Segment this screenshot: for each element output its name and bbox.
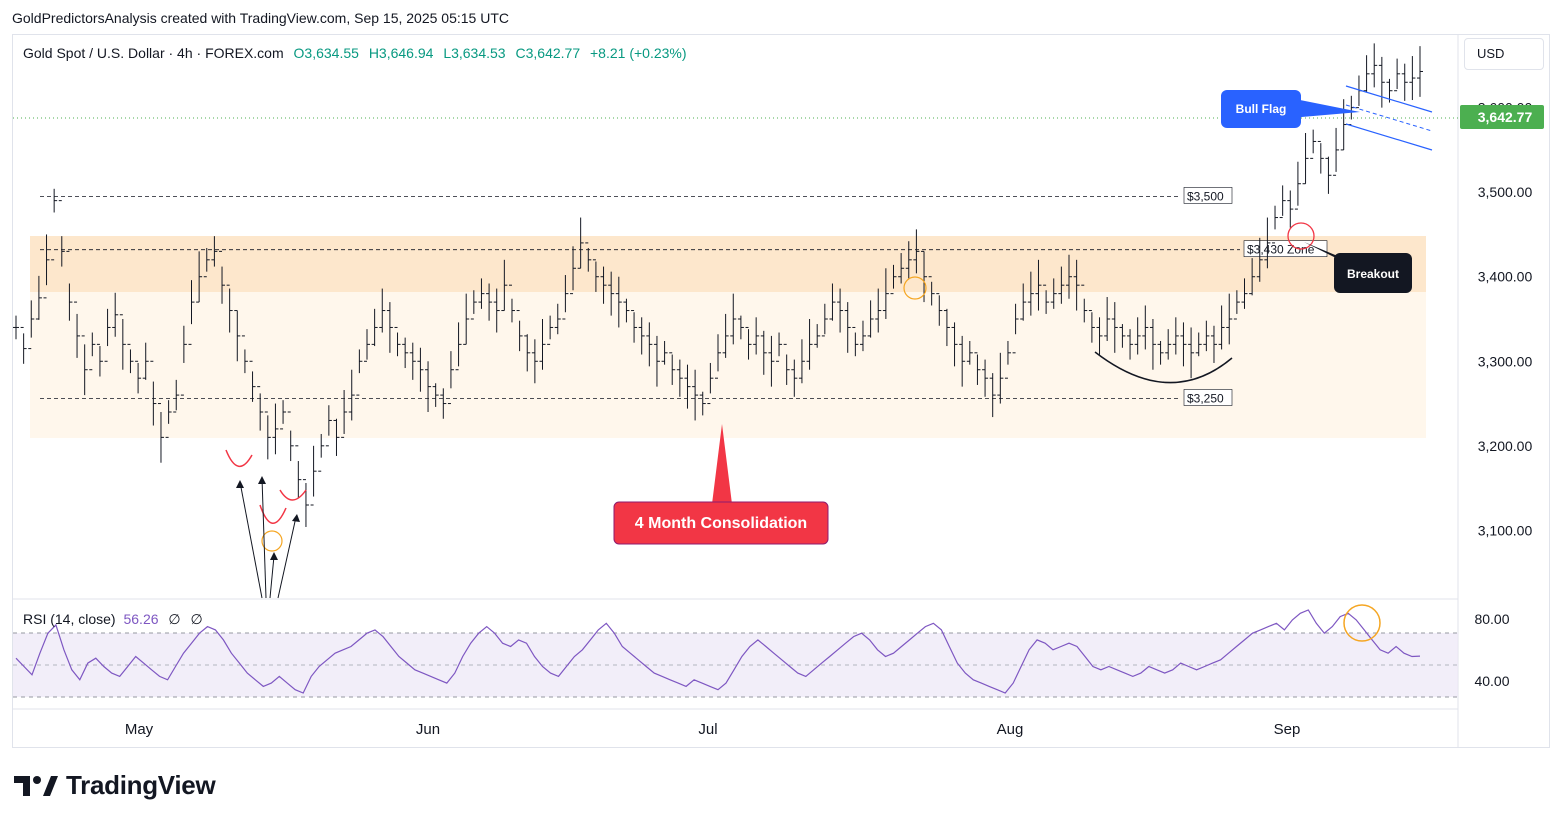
ohlc-low: L3,634.53 — [443, 45, 506, 61]
price-axis-label: 3,500.00 — [1478, 184, 1533, 200]
level-label-box — [1183, 187, 1233, 204]
breakout-callout-text: Breakout — [1347, 267, 1399, 281]
level-label: $3,430 Zone — [1247, 243, 1315, 257]
ohlc-open: O3,634.55 — [293, 45, 359, 61]
last-price-tag — [1460, 105, 1544, 129]
left-shoulder-curve — [225, 449, 253, 467]
price-axis-label: 3,300.00 — [1478, 353, 1533, 369]
right-shoulder-curve — [279, 489, 307, 501]
price-axis-label: 3,400.00 — [1478, 269, 1533, 285]
flag-mid-line — [1345, 104, 1433, 132]
price-axis-label: 3,200.00 — [1478, 438, 1533, 454]
rsi-axis-label: 80.00 — [1474, 611, 1509, 627]
rsi-label: RSI (14, close) — [23, 611, 116, 627]
currency-selector[interactable]: USD — [1464, 38, 1544, 70]
ohlc-high: H3,646.94 — [368, 45, 434, 61]
head-curve — [259, 504, 287, 524]
flag-lower-line — [1345, 123, 1433, 151]
bull-flag-callout — [1221, 90, 1301, 128]
price-axis-label: 3,100.00 — [1478, 522, 1533, 538]
rounded-bottom-curve — [1094, 351, 1233, 384]
level-label-box — [1243, 240, 1328, 257]
brand-name: TradingView — [66, 770, 216, 800]
rsi-extra-1: ∅ — [168, 611, 181, 627]
consolidation-callout — [613, 501, 829, 545]
rsi-line — [15, 609, 1421, 694]
symbol-name: Gold Spot / U.S. Dollar · 4h · FOREX.com — [23, 45, 284, 61]
level-label: $3,250 — [1187, 391, 1224, 405]
chart-caption: GoldPredictorsAnalysis created with Trad… — [12, 10, 509, 26]
chart-frame[interactable] — [12, 34, 1550, 748]
ohlc-close: C3,642.77 — [515, 45, 581, 61]
currency-label: USD — [1477, 46, 1505, 61]
consolidation-callout-pointer — [712, 424, 732, 504]
breakout-callout — [1334, 253, 1412, 293]
consolidation-zone — [30, 290, 1426, 438]
bull-flag-callout-text: Bull Flag — [1236, 102, 1287, 116]
symbol-legend[interactable]: Gold Spot / U.S. Dollar · 4h · FOREX.com… — [23, 45, 687, 61]
rsi-legend[interactable]: RSI (14, close) 56.26 ∅ ∅ — [23, 611, 203, 628]
bottom-arrows — [239, 477, 297, 599]
flag-upper-line — [1345, 85, 1433, 113]
last-price-tag-text: 3,642.77 — [1478, 109, 1533, 125]
breakout-circle — [1287, 222, 1315, 250]
tradingview-logo-icon — [14, 775, 58, 796]
price-change: +8.21 (+0.23%) — [590, 45, 687, 61]
resistance-zone — [30, 236, 1426, 292]
rsi-value: 56.26 — [123, 611, 159, 627]
level-label-box — [1183, 389, 1233, 406]
high-highlight-circle — [903, 276, 927, 300]
rsi-extra-2: ∅ — [190, 611, 203, 627]
rsi-axis-label: 40.00 — [1474, 673, 1509, 689]
time-axis-label: Jun — [416, 721, 440, 738]
brand[interactable]: TradingView — [14, 770, 216, 801]
consolidation-callout-text: 4 Month Consolidation — [635, 515, 807, 532]
rsi-highlight-circle — [1343, 604, 1381, 642]
time-axis-label: Aug — [997, 721, 1024, 738]
time-axis-label: May — [125, 721, 154, 738]
time-axis-label: Sep — [1274, 721, 1301, 738]
bull-flag-callout-pointer — [1290, 98, 1360, 118]
low-highlight-circle — [261, 530, 283, 552]
time-axis-label: Jul — [698, 721, 717, 738]
level-label: $3,500 — [1187, 189, 1224, 203]
